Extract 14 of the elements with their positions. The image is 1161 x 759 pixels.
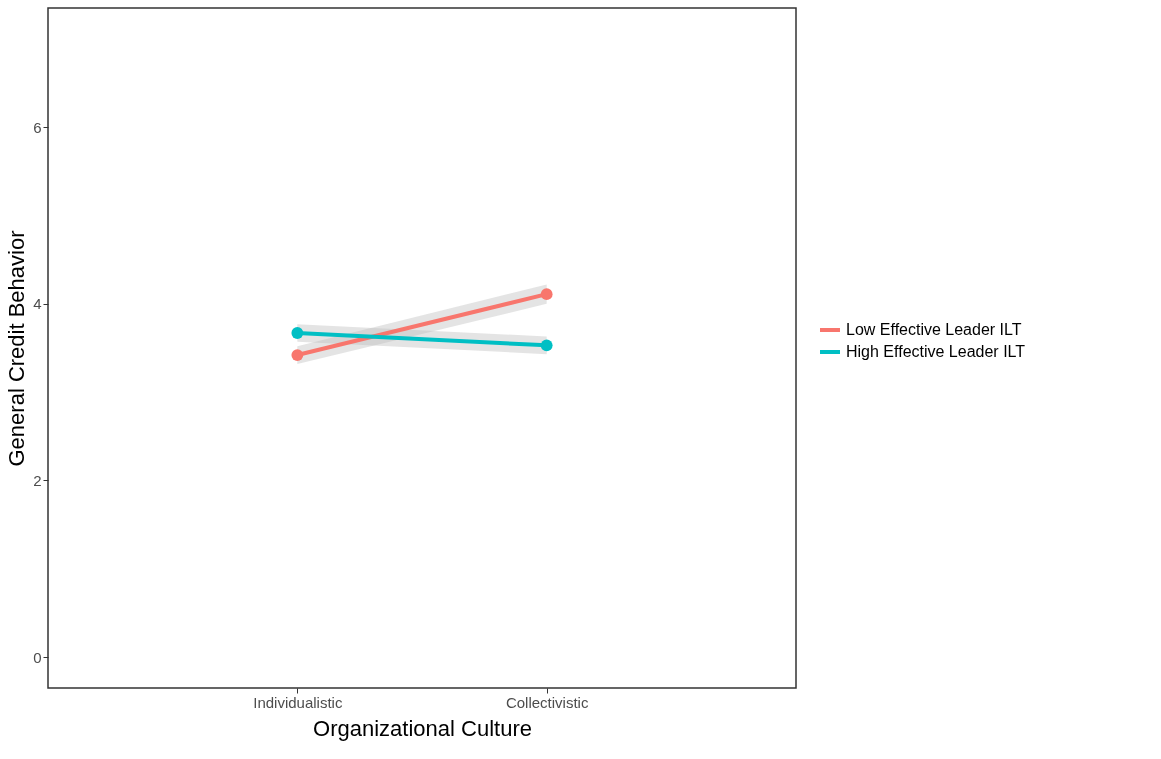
point: [540, 288, 553, 301]
y-tick-label: 6: [33, 118, 42, 136]
x-axis-title: Organizational Culture: [313, 715, 532, 741]
y-tick-label: 4: [33, 295, 42, 313]
point: [540, 339, 553, 352]
point: [291, 327, 304, 339]
y-tick-label: 2: [33, 471, 42, 489]
y-axis-title: General Credit Behavior: [4, 230, 30, 467]
y-tick-label: 0: [33, 648, 42, 666]
legend-label: High Effective Leader ILT: [846, 343, 1026, 360]
x-tick-label: Collectivistic: [505, 693, 589, 711]
x-tick-label: Individualistic: [253, 693, 343, 711]
point: [291, 349, 304, 361]
legend-label: Low Effective Leader ILT: [846, 321, 1022, 338]
